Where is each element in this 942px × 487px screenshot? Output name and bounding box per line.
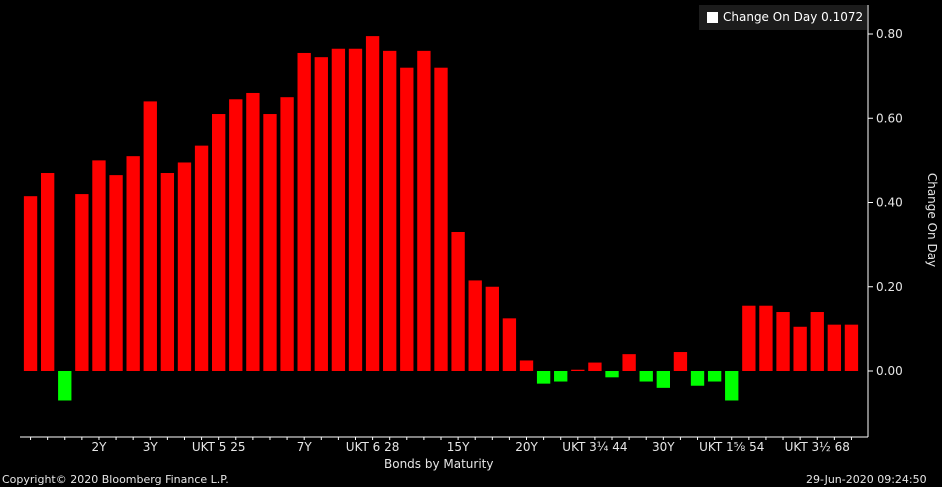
bar-43 [759,305,773,371]
bar-11 [212,114,226,371]
bar-28 [502,318,517,371]
bar-23 [417,50,431,371]
bar-10 [194,145,209,371]
y-tick-label: 0.80 [876,27,903,41]
x-tick-label: UKT 1⅝ 54 [699,440,764,454]
x-tick-label: UKT 3¼ 44 [562,440,627,454]
legend-label: Change On Day 0.1072 [723,10,864,24]
bar-31 [554,371,568,382]
x-tick-label: 20Y [515,440,538,454]
bar-33 [588,362,602,371]
y-tick-label: 0.60 [876,111,903,125]
x-axis-title: Bonds by Maturity [384,457,494,471]
bar-47 [827,324,842,371]
bar-6 [126,156,140,371]
bar-26 [468,280,482,371]
bar-35 [622,354,636,371]
bar-39 [690,371,705,386]
x-tick-label: UKT 6 28 [346,440,400,454]
bar-7 [143,101,157,372]
bars-group [23,36,859,401]
bar-0 [23,196,38,371]
y-tick-label: 0.00 [876,364,903,378]
x-tick-label: 15Y [447,440,470,454]
bar-40 [707,371,722,382]
bar-44 [776,312,790,371]
bar-16 [297,52,311,372]
bar-13 [246,92,260,371]
bar-18 [331,48,346,372]
bar-41 [725,371,739,401]
bar-9 [177,162,192,371]
bar-42 [742,305,756,371]
bar-22 [400,67,414,371]
timestamp-text: 29-Jun-2020 09:24:50 [806,473,927,486]
bar-24 [434,67,448,371]
axes-group [20,5,869,438]
bar-25 [451,231,465,371]
bar-32 [571,369,585,371]
bar-38 [673,352,688,371]
bar-2 [58,371,72,401]
bar-48 [844,324,859,371]
bar-21 [383,50,397,371]
y-tick-label: 0.20 [876,280,903,294]
x-tick-label: 2Y [91,440,107,454]
x-tick-label: 30Y [652,440,675,454]
bar-1 [40,173,55,371]
bar-19 [348,48,363,372]
bar-20 [365,36,380,372]
x-tick-label: 3Y [143,440,159,454]
bar-34 [605,371,619,378]
bar-17 [314,57,328,372]
legend: Change On Day 0.1072 [699,5,867,30]
bar-5 [109,175,123,371]
legend-swatch [707,12,718,23]
bar-46 [810,312,824,371]
bar-37 [656,371,670,388]
bar-8 [160,173,175,371]
x-ticks-group: 2Y 3Y UKT 5 25 7Y UKT 6 28 15Y 20Y UKT 3¼ 44 30Y… [30,437,852,454]
y-axis-title: Change On Day [925,173,939,267]
x-tick-label: UKT 5 25 [192,440,246,454]
bar-45 [793,326,807,371]
bar-27 [485,286,499,371]
bar-36 [639,371,653,382]
copyright-text: Copyright© 2020 Bloomberg Finance L.P. [2,473,229,486]
bar-14 [263,114,277,371]
x-tick-label: 7Y [297,440,313,454]
bar-29 [519,360,534,371]
bar-30 [536,371,551,384]
bar-3 [75,194,89,371]
bar-4 [92,160,106,372]
bar-12 [229,99,243,371]
y-ticks-group: 0.80 0.60 0.40 0.20 0.00 [868,27,903,378]
y-tick-label: 0.40 [876,196,903,210]
bar-15 [280,97,294,371]
x-tick-label: UKT 3½ 68 [785,440,850,454]
